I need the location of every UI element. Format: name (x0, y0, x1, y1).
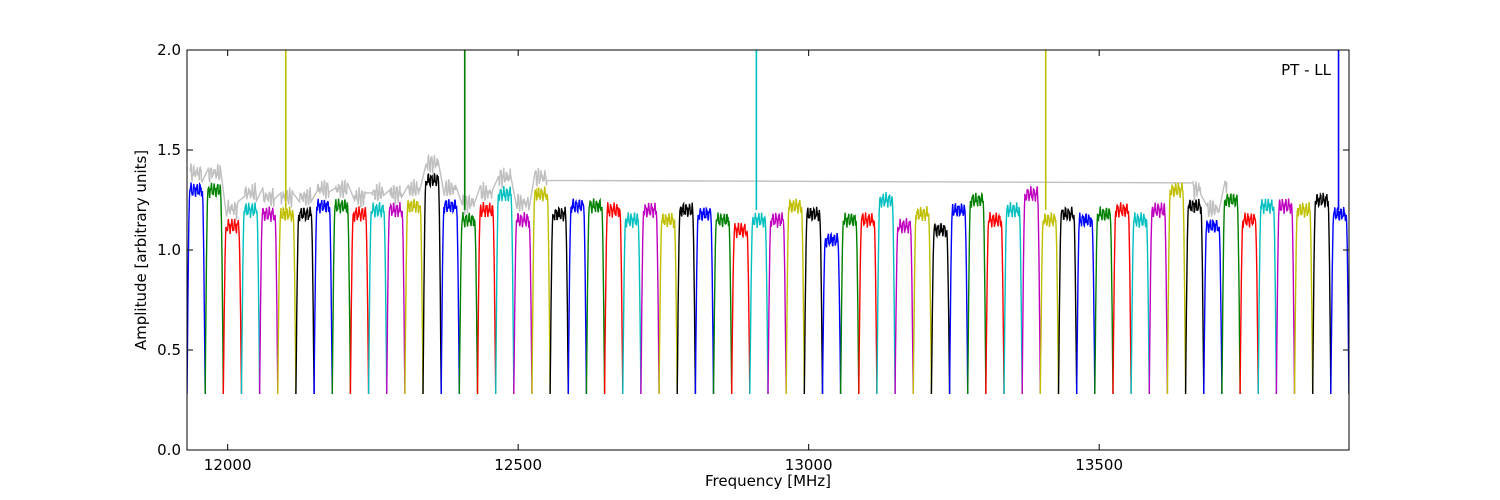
y-tick-label: 0.5 (157, 341, 181, 359)
channel-line (1293, 202, 1314, 395)
channel-line (1239, 212, 1259, 395)
channel-line (876, 192, 896, 395)
channel-line (349, 206, 370, 395)
channel-line (1021, 186, 1042, 395)
channel-line (404, 198, 424, 395)
channel-line (495, 185, 515, 395)
channel-line (1367, 223, 1385, 395)
y-axis-title: Amplitude [arbitrary units] (132, 150, 150, 350)
channel-line (967, 191, 987, 395)
channel-line (277, 206, 297, 395)
channel-line (930, 223, 951, 395)
channel-line (313, 198, 333, 395)
channel-line (187, 181, 206, 395)
spike-lines (284, 50, 1340, 210)
channel-line (1094, 206, 1114, 395)
channel-line (1166, 182, 1187, 395)
channel-line (567, 198, 588, 395)
channel-line (1203, 218, 1223, 395)
channel-line (712, 212, 733, 395)
channel-line (1112, 202, 1132, 395)
y-tick-label: 1.5 (157, 141, 181, 159)
channel-line (948, 203, 969, 395)
y-tick-label: 0.0 (157, 441, 181, 459)
channel-line (767, 212, 787, 395)
channel-line (1148, 202, 1169, 395)
channel-line (1039, 212, 1060, 395)
channel-line (858, 212, 878, 395)
x-tick-label: 12000 (204, 456, 252, 474)
channel-line (603, 202, 624, 395)
x-tick-label: 13500 (1075, 456, 1123, 474)
channel-line (549, 205, 569, 395)
channel-line (1348, 328, 1349, 394)
channel-line (258, 206, 279, 395)
channel-line (622, 212, 642, 395)
channel-line (386, 201, 406, 395)
channel-line (1075, 212, 1096, 395)
channel-line (658, 212, 678, 395)
channel-line (585, 197, 606, 395)
channel-line (640, 202, 660, 395)
channel-line (749, 212, 769, 395)
channel-line (1311, 191, 1332, 395)
channel-line (440, 199, 460, 395)
channel-line (1275, 198, 1296, 395)
channel-line (1257, 198, 1278, 395)
channel-line (894, 217, 914, 395)
channel-line (1221, 193, 1241, 395)
channel-line (1003, 201, 1023, 395)
channel-line (839, 212, 860, 395)
channel-line (785, 198, 805, 395)
channel-line (476, 201, 497, 395)
channel-line (821, 231, 842, 395)
y-tick-label: 1.0 (157, 241, 181, 259)
channel-line (295, 206, 315, 395)
axis-ticks: 12000 12500 13000 13500 0.0 0.5 1.0 1.5 2.0 (157, 41, 1349, 474)
x-tick-label: 13000 (785, 456, 833, 474)
channel-series (187, 173, 1385, 395)
background-spectrum (189, 154, 1228, 221)
channel-line (1057, 206, 1078, 395)
channel-line (422, 173, 442, 395)
channel-line (222, 218, 243, 395)
channel-line (1184, 198, 1205, 395)
channel-line (367, 202, 388, 395)
channel-line (240, 202, 261, 395)
channel-line (458, 212, 479, 395)
channel-line (1330, 205, 1349, 395)
x-axis-title: Frequency [MHz] (705, 472, 831, 490)
channel-line (731, 222, 751, 395)
channel-line (331, 198, 352, 395)
channel-line (694, 206, 715, 395)
x-tick-label: 12500 (494, 456, 542, 474)
channel-line (676, 201, 697, 395)
channel-line (803, 206, 824, 395)
y-tick-label: 2.0 (157, 41, 181, 59)
channel-line (912, 205, 933, 395)
annotation-label: PT - LL (1281, 61, 1332, 79)
channel-line (531, 186, 551, 395)
channel-line (513, 212, 533, 395)
background-line (189, 154, 1228, 221)
channel-line (985, 211, 1005, 395)
channel-line (1130, 212, 1150, 395)
channel-line (204, 182, 224, 395)
